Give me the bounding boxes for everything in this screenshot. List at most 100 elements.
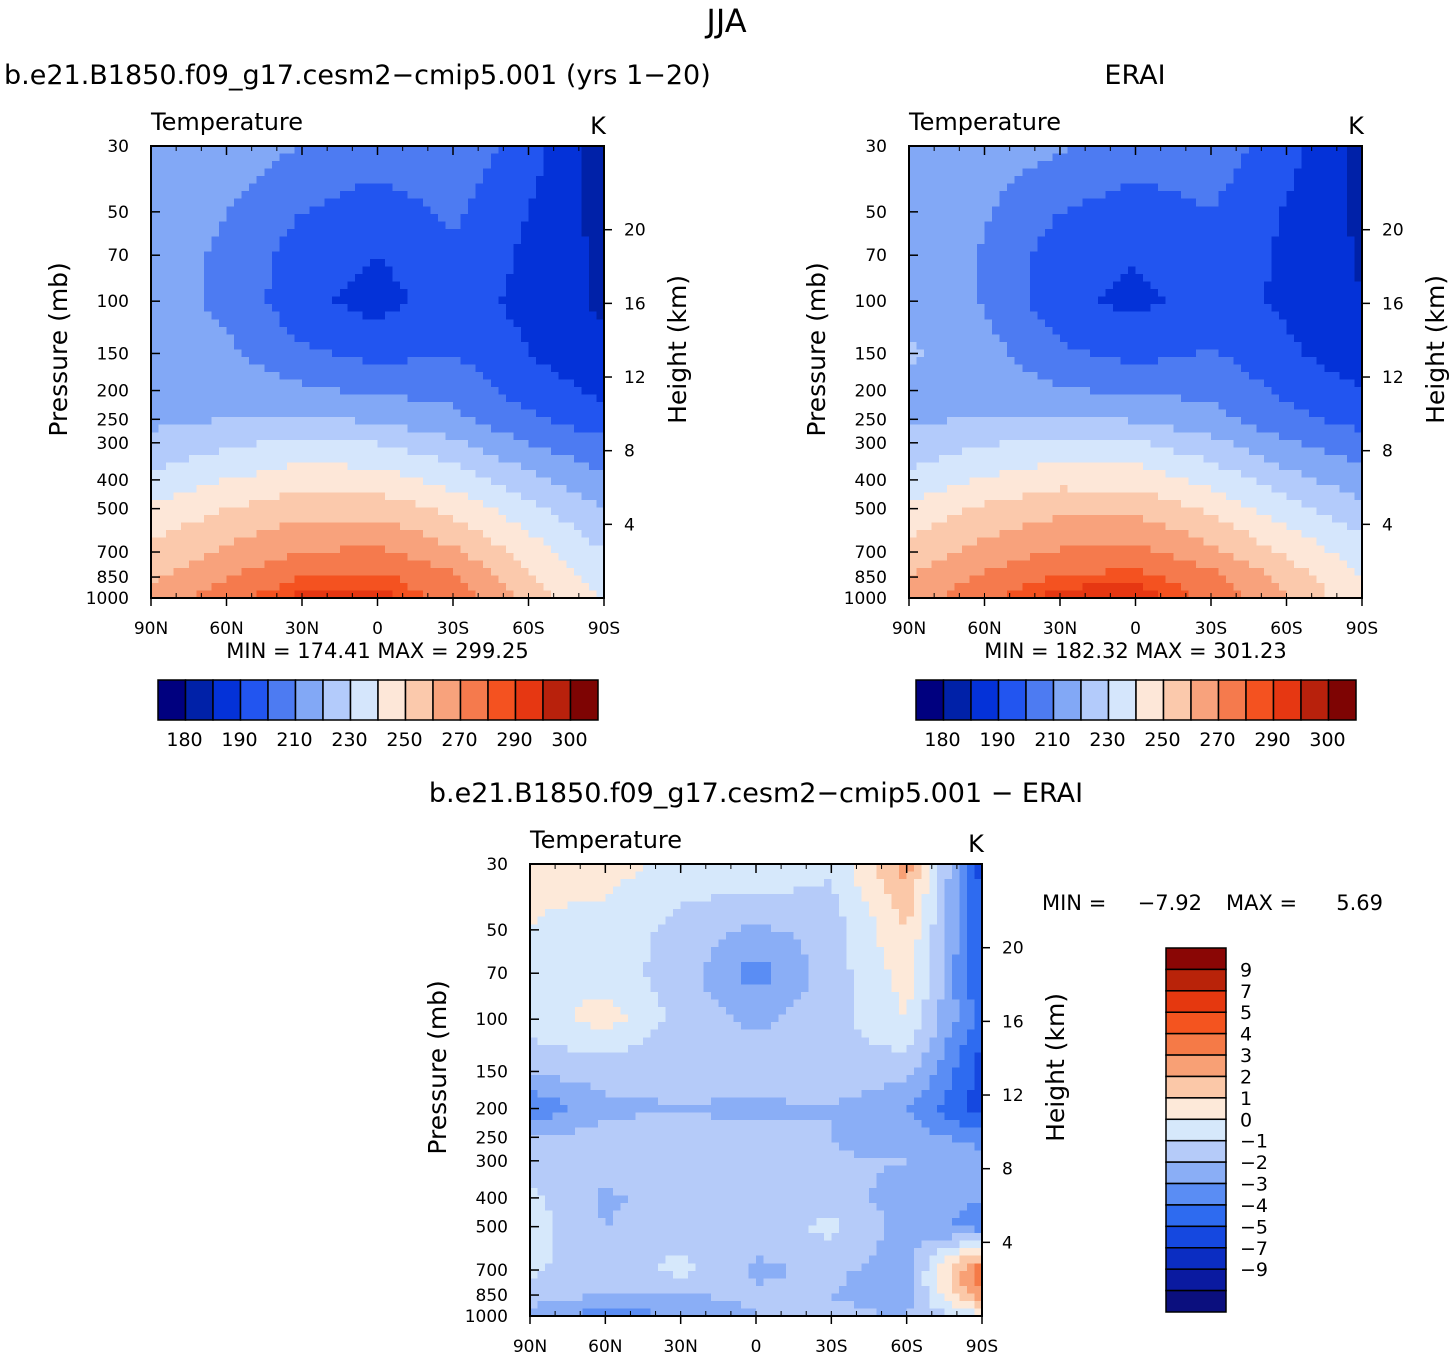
contour-cell	[528, 289, 537, 298]
contour-cell	[1022, 183, 1031, 192]
contour-cell	[151, 334, 160, 343]
contour-cell	[158, 228, 167, 237]
contour-cell	[332, 492, 341, 501]
contour-cell	[422, 183, 431, 192]
contour-cell	[407, 349, 416, 358]
contour-cell	[203, 515, 212, 524]
contour-cell	[999, 289, 1008, 298]
contour-panel-model: 3050701001502002503004005007008501000201…	[44, 108, 692, 639]
contour-cell	[271, 206, 280, 215]
contour-cell	[1112, 221, 1121, 230]
contour-cell	[324, 402, 333, 411]
contour-cell	[377, 567, 386, 576]
contour-cell	[939, 191, 948, 200]
contour-cell	[1120, 236, 1129, 245]
contour-cell	[422, 176, 431, 185]
contour-cell	[181, 364, 190, 373]
contour-cell	[286, 341, 296, 350]
contour-cell	[279, 417, 288, 426]
contour-cell	[158, 213, 167, 222]
contour-cell	[460, 183, 469, 192]
contour-cell	[445, 590, 454, 599]
contour-cell	[1195, 251, 1205, 260]
contour-cell	[566, 176, 575, 185]
contour-cell	[566, 590, 575, 599]
lat-tick-label: 30N	[285, 619, 319, 639]
contour-cell	[317, 409, 326, 418]
contour-cell	[188, 259, 197, 268]
contour-cell	[354, 537, 363, 546]
contour-cell	[226, 289, 235, 298]
contour-cell	[1294, 228, 1303, 237]
lat-tick-label: 0	[372, 619, 383, 639]
contour-cell	[1316, 266, 1325, 275]
contour-cell	[309, 289, 318, 298]
contour-cell	[453, 334, 462, 343]
contour-cell	[1127, 198, 1137, 207]
contour-cell	[1014, 266, 1023, 275]
contour-cell	[1218, 146, 1227, 155]
contour-cell	[279, 176, 288, 185]
contour-cell	[528, 296, 537, 305]
contour-cell	[498, 259, 507, 268]
contour-cell	[415, 492, 424, 501]
contour-cell	[596, 334, 605, 343]
contour-cell	[385, 311, 394, 320]
contour-cell	[437, 319, 447, 328]
contour-cell	[505, 296, 514, 305]
contour-cell	[566, 402, 575, 411]
contour-cell	[271, 582, 280, 592]
contour-cell	[483, 356, 492, 366]
contour-cell	[437, 394, 447, 403]
colorbar-box	[487, 679, 517, 721]
contour-cell	[1097, 183, 1106, 192]
contour-cell	[1007, 236, 1016, 245]
contour-cell	[475, 462, 484, 471]
contour-cell	[400, 372, 409, 381]
contour-cell	[528, 236, 537, 245]
contour-cell	[460, 319, 469, 328]
contour-cell	[513, 522, 522, 531]
contour-cell	[324, 206, 333, 215]
contour-cell	[173, 575, 182, 584]
contour-cell	[551, 394, 560, 403]
contour-cell	[317, 319, 326, 328]
contour-cell	[581, 582, 590, 592]
contour-cell	[181, 311, 190, 320]
contour-cell	[528, 311, 537, 320]
contour-cell	[1127, 153, 1137, 162]
contour-cell	[234, 206, 243, 215]
contour-cell	[249, 304, 258, 313]
contour-cell	[264, 567, 273, 576]
contour-cell	[392, 191, 401, 200]
contour-cell	[415, 507, 424, 516]
contour-cell	[1044, 168, 1054, 177]
contour-cell	[415, 590, 424, 599]
contour-cell	[166, 251, 175, 260]
contour-cell	[226, 424, 235, 433]
contour-cell	[445, 485, 454, 494]
contour-cell	[392, 341, 401, 350]
contour-cell	[984, 146, 993, 155]
contour-cell	[1112, 206, 1121, 215]
contour-cell	[294, 394, 303, 403]
contour-cell	[1248, 221, 1257, 230]
contour-cell	[249, 454, 258, 463]
contour-cell	[596, 545, 605, 554]
contour-cell	[407, 289, 416, 298]
contour-cell	[211, 146, 220, 155]
contour-cell	[234, 439, 243, 448]
contour-cell	[588, 228, 598, 237]
contour-cell	[551, 356, 560, 366]
contour-cell	[302, 432, 311, 441]
contour-cell	[332, 582, 341, 592]
contour-cell	[347, 153, 356, 162]
contour-cell	[581, 243, 590, 253]
contour-cell	[385, 176, 394, 185]
contour-cell	[475, 424, 484, 433]
contour-cell	[528, 409, 537, 418]
contour-cell	[566, 296, 575, 305]
contour-cell	[354, 477, 363, 486]
contour-cell	[916, 168, 925, 177]
contour-cell	[1339, 296, 1348, 305]
